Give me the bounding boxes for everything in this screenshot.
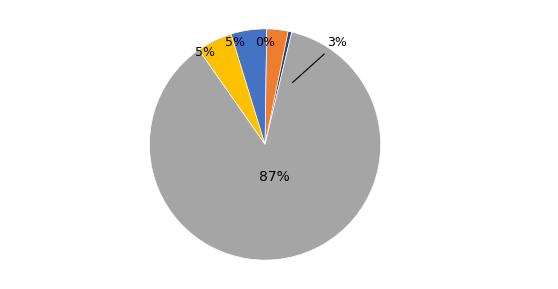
- Text: 5%: 5%: [195, 46, 215, 58]
- Wedge shape: [265, 31, 292, 144]
- Wedge shape: [199, 34, 265, 144]
- Wedge shape: [265, 29, 288, 144]
- Wedge shape: [231, 29, 267, 144]
- Text: 5%: 5%: [225, 36, 245, 49]
- Text: 0%: 0%: [255, 36, 275, 49]
- Text: 3%: 3%: [292, 36, 347, 83]
- Text: 87%: 87%: [259, 170, 290, 184]
- Wedge shape: [150, 32, 381, 260]
